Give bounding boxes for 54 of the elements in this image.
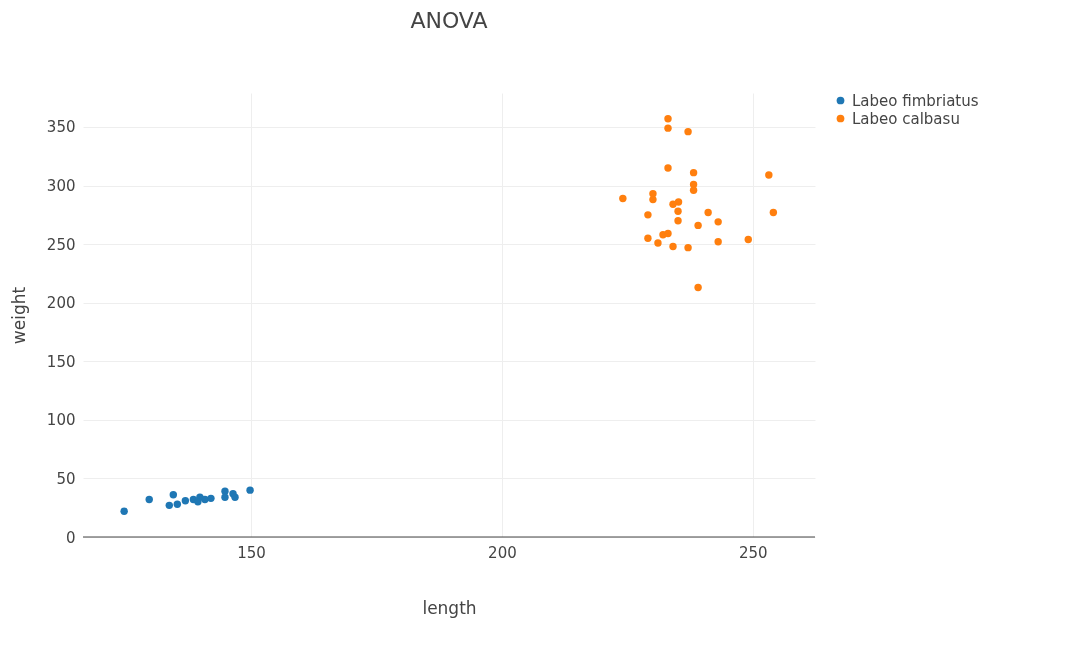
point <box>231 493 239 501</box>
y-tick-label: 200 <box>46 294 76 313</box>
point <box>744 235 752 244</box>
chart-title: ANOVA <box>410 8 488 33</box>
point <box>644 234 652 242</box>
legend-label: Labeo fimbriatus <box>852 91 979 110</box>
point <box>684 127 692 136</box>
point <box>221 493 229 501</box>
point <box>165 501 173 510</box>
x-tick-label: 150 <box>237 543 266 562</box>
point <box>654 239 662 247</box>
y-tick-label: 150 <box>46 352 76 371</box>
point <box>664 124 672 132</box>
point <box>765 171 773 179</box>
point <box>169 491 178 499</box>
x-tick-label: 250 <box>738 543 768 562</box>
point <box>704 208 712 217</box>
point <box>664 115 672 123</box>
point <box>694 221 702 230</box>
point <box>120 507 128 515</box>
legend-label: Labeo calbasu <box>852 109 960 128</box>
point <box>674 207 682 216</box>
point <box>181 496 190 505</box>
point <box>674 216 682 225</box>
point <box>649 195 657 204</box>
point <box>694 283 702 292</box>
point <box>246 486 254 494</box>
point <box>619 194 627 203</box>
point <box>714 238 722 246</box>
point <box>769 208 778 217</box>
point <box>669 200 677 208</box>
point <box>221 487 229 496</box>
y-tick-label: 100 <box>46 411 76 430</box>
point <box>689 180 698 189</box>
point <box>689 168 698 177</box>
y-axis-title: weight <box>8 286 29 345</box>
y-tick-label: 50 <box>56 469 76 488</box>
point <box>664 229 672 238</box>
y-tick-label: 0 <box>65 528 76 547</box>
point <box>173 500 182 508</box>
point <box>684 243 692 252</box>
y-tick-label: 250 <box>46 235 76 254</box>
point <box>674 198 683 206</box>
point <box>669 242 677 251</box>
x-tick-label: 200 <box>488 543 517 562</box>
point <box>644 211 652 219</box>
x-axis-title: length <box>422 597 477 618</box>
point <box>145 495 153 504</box>
point <box>664 164 672 172</box>
point <box>207 494 215 503</box>
y-tick-label: 300 <box>46 177 76 196</box>
y-tick-label: 350 <box>46 118 76 137</box>
point <box>714 218 722 226</box>
point <box>689 186 698 194</box>
